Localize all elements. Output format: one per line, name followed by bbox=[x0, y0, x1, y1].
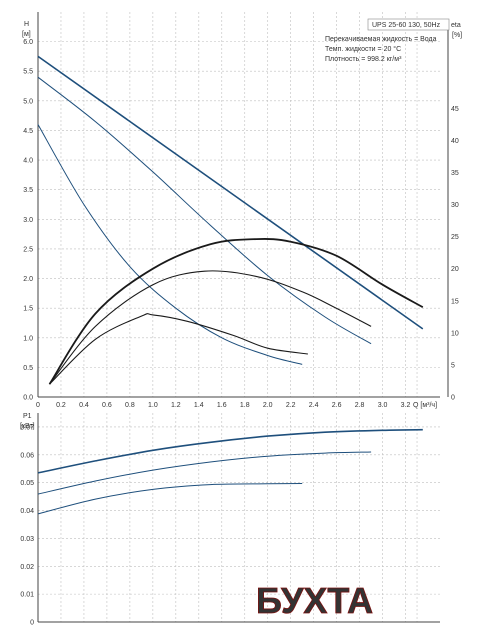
x-tick-label: 2.2 bbox=[286, 402, 296, 409]
power-curve-2 bbox=[37, 451, 372, 495]
y-axis-unit-h: [м] bbox=[22, 31, 31, 38]
top-chart-series bbox=[37, 55, 424, 385]
x-tick-label: 2.6 bbox=[332, 402, 342, 409]
head-curve-1 bbox=[37, 55, 424, 330]
y-tick-label: 5.5 bbox=[23, 69, 33, 76]
p1-tick-label: 0.03 bbox=[20, 536, 34, 543]
efficiency-curve-2 bbox=[49, 270, 372, 385]
y-tick-label: 2.0 bbox=[23, 276, 33, 283]
top-chart-ticks: 0 0.2 0.4 0.6 0.8 1.0 1.2 1.4 1.6 1.8 2.0 2.2 2.4 2.6… bbox=[23, 39, 459, 409]
y-tick-label: 3.0 bbox=[23, 217, 33, 224]
y-axis-label-h: H bbox=[24, 21, 29, 28]
head-curve-3 bbox=[37, 124, 303, 365]
x-tick-label: 0.6 bbox=[102, 402, 112, 409]
p1-tick-label: 0.02 bbox=[20, 564, 34, 571]
x-tick-label: 2.4 bbox=[309, 402, 319, 409]
y-tick-label: 0.5 bbox=[23, 365, 33, 372]
info-temperature: Темп. жидкости = 20 °C bbox=[325, 45, 401, 53]
info-fluid: Перекачиваемая жидкость = Вода bbox=[325, 36, 437, 43]
p1-tick-label: 0.04 bbox=[20, 508, 34, 515]
x-tick-label: 0.2 bbox=[56, 402, 66, 409]
y-tick-label: 5.0 bbox=[23, 98, 33, 105]
efficiency-curve-3 bbox=[49, 313, 308, 385]
y2-tick-label: 10 bbox=[451, 330, 459, 337]
y2-tick-label: 15 bbox=[451, 298, 459, 305]
y2-tick-label: 40 bbox=[451, 138, 459, 145]
x-tick-label: 0.4 bbox=[79, 402, 89, 409]
x-tick-label: 1.0 bbox=[148, 402, 158, 409]
x-tick-label: 2.8 bbox=[355, 402, 365, 409]
info-density: Плотность = 998.2 кг/м³ bbox=[325, 56, 402, 63]
x-tick-label: 3.0 bbox=[378, 402, 388, 409]
y2-tick-label: 0 bbox=[451, 395, 455, 402]
y2-tick-label: 35 bbox=[451, 170, 459, 177]
bottom-chart-ticks: 0 0.01 0.02 0.03 0.04 0.05 0.06 0.07 bbox=[20, 424, 34, 626]
x-axis-label-q: Q [м³/ч] bbox=[413, 402, 437, 409]
y-axis-unit-p1: [кВт] bbox=[20, 423, 35, 430]
x-tick-label: 1.6 bbox=[217, 402, 227, 409]
p1-tick-label: 0.01 bbox=[20, 592, 34, 599]
x-tick-label: 0.8 bbox=[125, 402, 135, 409]
y2-tick-label: 25 bbox=[451, 234, 459, 241]
y-tick-label: 4.0 bbox=[23, 158, 33, 165]
x-tick-label: 0 bbox=[36, 402, 40, 409]
x-tick-label: 2.0 bbox=[263, 402, 273, 409]
watermark-text: БУХТА bbox=[256, 580, 373, 621]
y-tick-label: 2.5 bbox=[23, 246, 33, 253]
power-curve-1 bbox=[37, 428, 423, 474]
y-tick-label: 1.5 bbox=[23, 306, 33, 313]
info-box-border bbox=[367, 18, 450, 31]
x-tick-label: 1.2 bbox=[171, 402, 181, 409]
buhta-watermark-logo: БУХТА bbox=[256, 580, 374, 622]
y2-axis-label-eta: eta bbox=[451, 22, 461, 29]
y-axis-label-p1: P1 bbox=[23, 413, 32, 420]
chart-title: UPS 25-60 130, 50Hz bbox=[372, 22, 441, 29]
p1-tick-label: 0.05 bbox=[20, 480, 34, 487]
x-tick-label: 3.2 bbox=[401, 402, 411, 409]
p1-tick-label: 0 bbox=[30, 620, 34, 627]
x-tick-label: 1.4 bbox=[194, 402, 204, 409]
head-curve-2 bbox=[37, 76, 372, 345]
y2-tick-label: 30 bbox=[451, 202, 459, 209]
top-chart-grid bbox=[37, 12, 449, 398]
bottom-chart-series bbox=[37, 428, 423, 515]
y2-tick-label: 20 bbox=[451, 266, 459, 273]
y2-axis-unit-eta: [%] bbox=[452, 32, 462, 39]
info-box: UPS 25-60 130, 50Hz Перекачиваемая жидко… bbox=[325, 18, 450, 63]
y-tick-label: 4.5 bbox=[23, 128, 33, 135]
y-tick-label: 0.0 bbox=[23, 395, 33, 402]
p1-tick-label: 0.06 bbox=[20, 452, 34, 459]
y2-tick-label: 45 bbox=[451, 106, 459, 113]
y-tick-label: 6.0 bbox=[23, 39, 33, 46]
y2-tick-label: 5 bbox=[451, 362, 455, 369]
y-tick-label: 3.5 bbox=[23, 187, 33, 194]
x-tick-label: 1.8 bbox=[240, 402, 250, 409]
p1-tick-label: 0.07 bbox=[20, 424, 34, 431]
y-tick-label: 1.0 bbox=[23, 335, 33, 342]
bottom-chart-grid bbox=[37, 413, 440, 623]
efficiency-curve-1 bbox=[48, 238, 424, 385]
power-curve-3 bbox=[37, 483, 303, 515]
